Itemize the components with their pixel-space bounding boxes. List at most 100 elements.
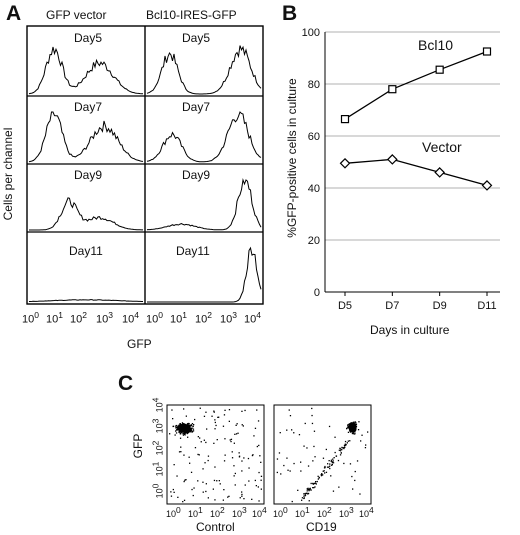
scatter-dot [180, 446, 182, 448]
scatter-dot [179, 437, 182, 439]
scatter-dot [169, 433, 171, 435]
scatter-dot [181, 431, 183, 433]
scatter-dot [318, 476, 320, 479]
scatter-dot [303, 495, 305, 497]
scatter-dot [356, 460, 359, 462]
scatter-dot [248, 467, 250, 469]
scatter-dot [222, 499, 224, 501]
scatter-dot [289, 415, 292, 417]
scatter-dot [259, 455, 261, 457]
dots-cd19 [276, 407, 369, 503]
scatter-dot [214, 421, 216, 424]
scatter-dot [328, 425, 331, 428]
day-label-bcl10-day7: Day7 [182, 100, 211, 114]
scatter-dot [182, 423, 184, 426]
scatter-dot [177, 426, 179, 428]
scatter-dot [332, 458, 334, 460]
scatter-dot [260, 461, 262, 463]
scatter-dot [180, 424, 182, 426]
scatter-dot [182, 425, 184, 427]
scatter-dot [303, 497, 305, 500]
scatter-dot [304, 422, 306, 425]
scatter-dot [233, 465, 235, 467]
scatter-dot [181, 428, 184, 430]
scatter-dot [198, 454, 200, 456]
scatter-dot [287, 469, 289, 471]
scatter-dot [352, 423, 354, 425]
scatter-dot [170, 491, 172, 493]
scatter-dot [187, 432, 189, 434]
day-label-vector-day7: Day7 [74, 100, 103, 114]
scatter-dot [188, 428, 191, 430]
scatter-dot [192, 494, 194, 497]
panel-c-xtick: 103 [232, 505, 247, 519]
scatter-dot [218, 416, 220, 418]
scatter-dot [339, 447, 341, 449]
scatter-dot [355, 426, 357, 429]
scatter-dot [344, 446, 346, 448]
scatter-dot [354, 470, 356, 473]
scatter-dot [179, 433, 182, 435]
scatter-dot [186, 426, 188, 428]
scatter-dot [186, 430, 188, 432]
panel-a-histogram-grid [26, 25, 264, 305]
day-label-vector-day11: Day11 [69, 244, 103, 258]
scatter-dot [260, 479, 262, 481]
scatter-dot [186, 424, 188, 426]
scatter-dot [173, 464, 175, 466]
scatter-dot [177, 428, 179, 431]
scatter-dot [351, 429, 353, 431]
scatter-dot [243, 498, 245, 500]
scatter-dot [224, 454, 226, 456]
scatter-dot [241, 493, 243, 496]
scatter-dot [301, 499, 303, 501]
scatter-dot [235, 433, 238, 435]
scatter-dot [364, 447, 367, 449]
scatter-dot [258, 471, 260, 474]
histogram-trace [28, 111, 144, 163]
scatter-dot [313, 487, 315, 489]
scatter-dot [183, 433, 186, 435]
scatter-dot [325, 471, 328, 473]
scatter-dot [291, 429, 293, 431]
point-marker-vector [386, 154, 398, 165]
series-label-vector: Vector [422, 139, 462, 155]
scatter-dot [347, 425, 349, 427]
scatter-dot [238, 456, 241, 458]
scatter-dot [332, 462, 335, 464]
scatter-dot [350, 427, 352, 429]
scatter-dot [293, 432, 295, 434]
scatter-dot [204, 462, 206, 464]
scatter-dot [241, 424, 243, 426]
scatter-dot [223, 414, 226, 416]
scatter-dot [322, 470, 324, 472]
scatter-dot [172, 488, 174, 491]
scatter-dot [190, 424, 192, 426]
scatter-dot [313, 445, 315, 448]
scatter-dot [324, 466, 326, 469]
scatter-dot [215, 424, 217, 427]
scatter-dot [197, 453, 199, 456]
scatter-dot [184, 430, 186, 432]
scatter-dot [306, 490, 308, 492]
scatter-dot [207, 497, 209, 499]
scatter-dot [258, 500, 260, 502]
scatter-dot [330, 464, 333, 466]
scatter-dot [349, 425, 351, 427]
scatter-dot [199, 407, 201, 409]
scatter-dot [307, 489, 310, 491]
scatter-dot [205, 483, 207, 485]
point-marker-vector [434, 167, 446, 178]
scatter-dot [311, 414, 313, 417]
dot-plot-frame-cd19 [273, 404, 372, 505]
scatter-dot [230, 438, 233, 440]
scatter-dot [347, 424, 349, 426]
scatter-dot [185, 479, 187, 481]
scatter-dot [188, 426, 190, 429]
scatter-dot [176, 427, 178, 429]
scatter-dot [343, 445, 346, 447]
scatter-dot [177, 496, 179, 498]
scatter-dot [341, 446, 343, 449]
scatter-dot [233, 475, 235, 477]
scatter-dot [212, 488, 214, 490]
